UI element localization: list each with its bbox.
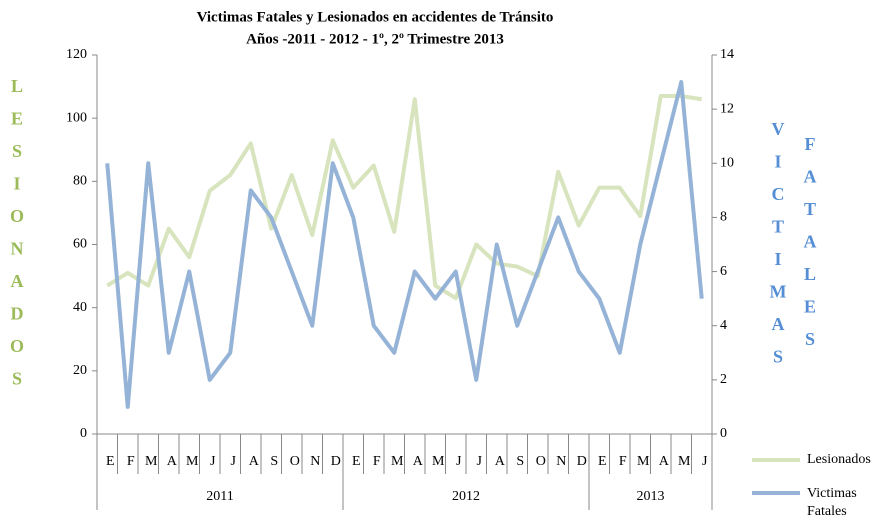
x-tick-label: A <box>413 454 424 469</box>
chart-title: Victimas Fatales y Lesionados en acciden… <box>197 9 554 25</box>
y-tick-label: 0 <box>80 426 87 441</box>
x-tick-label: M <box>637 454 650 469</box>
y-tick-label: 120 <box>66 47 87 62</box>
x-tick-label: A <box>659 454 670 469</box>
y2-tick-label: 14 <box>720 47 734 62</box>
y-tick-label: 100 <box>66 110 87 125</box>
x-tick-label: A <box>167 454 178 469</box>
series-line <box>105 80 704 409</box>
x-tick-label: F <box>619 454 627 469</box>
x-tick-label: D <box>577 454 587 469</box>
x-tick-label: J <box>456 454 462 469</box>
x-tick-label: F <box>373 454 381 469</box>
x-tick-label: S <box>516 454 524 469</box>
x-tick-label: E <box>352 454 361 469</box>
y-tick-label: 80 <box>73 174 87 189</box>
y-tick-label: 20 <box>73 363 87 378</box>
y2-tick-label: 2 <box>720 372 727 387</box>
x-group-label: 2012 <box>452 489 480 504</box>
y2-axis-title: VICTIMAS <box>768 119 788 379</box>
x-tick-label: M <box>186 454 199 469</box>
x-tick-label: O <box>536 454 546 469</box>
y2-axis-title: FATALES <box>800 134 820 362</box>
y2-tick-label: 4 <box>720 318 727 333</box>
x-tick-label: M <box>678 454 691 469</box>
x-group-label: 2013 <box>637 489 665 504</box>
x-tick-label: S <box>270 454 278 469</box>
y-tick-label: 40 <box>73 300 87 315</box>
series-line <box>106 94 703 301</box>
y2-tick-label: 10 <box>720 156 734 171</box>
y2-tick-label: 0 <box>720 426 727 441</box>
y2-tick-label: 6 <box>720 264 727 279</box>
x-tick-label: J <box>231 454 237 469</box>
y2-tick-label: 12 <box>720 101 734 116</box>
y-axis-title: LESIONADOS <box>7 76 27 401</box>
x-group-label: 2011 <box>206 489 233 504</box>
x-tick-label: E <box>106 454 115 469</box>
x-tick-label: A <box>249 454 260 469</box>
y2-tick-label: 8 <box>720 210 727 225</box>
x-tick-label: J <box>702 454 708 469</box>
x-tick-label: J <box>210 454 216 469</box>
x-tick-label: N <box>310 454 320 469</box>
x-tick-label: J <box>477 454 483 469</box>
x-tick-label: A <box>495 454 506 469</box>
y-tick-label: 60 <box>73 237 87 252</box>
legend-label: Lesionados <box>807 452 871 467</box>
x-tick-label: D <box>331 454 341 469</box>
x-tick-label: O <box>290 454 300 469</box>
x-tick-label: N <box>556 454 566 469</box>
legend-label: Victimas Fatales <box>807 486 857 519</box>
chart-subtitle: Años -2011 - 2012 - 1º, 2º Trimestre 201… <box>246 31 504 47</box>
x-tick-label: F <box>127 454 135 469</box>
x-tick-label: E <box>598 454 607 469</box>
x-tick-label: M <box>145 454 158 469</box>
x-tick-label: M <box>432 454 445 469</box>
x-tick-label: M <box>391 454 404 469</box>
